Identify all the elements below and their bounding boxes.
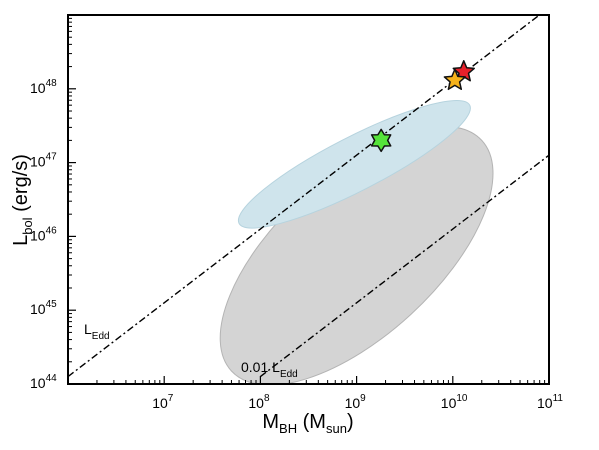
x-tick-label: 109 bbox=[345, 393, 367, 411]
ledd-001-label: 0.01 LEdd bbox=[241, 359, 298, 380]
region-ellipse bbox=[237, 99, 471, 229]
ledd-label: LEdd bbox=[84, 321, 110, 342]
x-tick-label: 1010 bbox=[441, 393, 468, 411]
y-tick-label: 1048 bbox=[30, 78, 57, 96]
y-tick-label: 1045 bbox=[30, 299, 57, 317]
y-tick-label: 1046 bbox=[30, 225, 57, 243]
eddington-line bbox=[259, 154, 549, 378]
plot-frame bbox=[67, 14, 550, 385]
y-tick-label: 1044 bbox=[30, 373, 57, 391]
y-tick-label: 1047 bbox=[30, 152, 57, 170]
star-marker bbox=[443, 68, 467, 91]
x-axis-label: MBH (Msun) bbox=[262, 411, 353, 436]
x-tick-label: 107 bbox=[152, 393, 174, 411]
hexagram-marker bbox=[370, 128, 392, 153]
x-tick-label: 1011 bbox=[537, 393, 563, 411]
x-tick-label: 108 bbox=[248, 393, 270, 411]
y-axis-label: Lbol (erg/s) bbox=[10, 154, 35, 246]
